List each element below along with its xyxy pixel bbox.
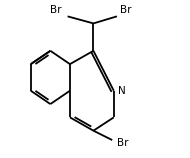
Text: Br: Br bbox=[50, 5, 61, 15]
Text: Br: Br bbox=[117, 138, 128, 148]
Text: N: N bbox=[118, 86, 125, 96]
Text: Br: Br bbox=[120, 5, 131, 15]
